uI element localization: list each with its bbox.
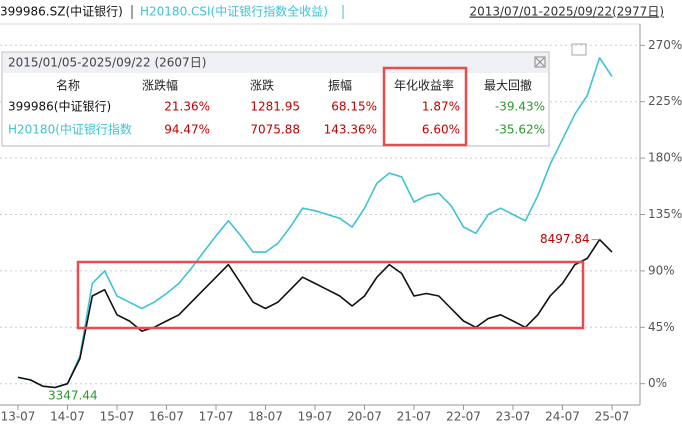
table-cell: 1.87% [422,100,460,114]
x-tick-label: 16-07 [149,410,184,424]
close-icon [535,57,545,67]
stats-title: 2015/01/05-2025/09/22 (2607日) [8,56,206,70]
window-icon[interactable] [571,43,587,56]
x-tick-label: 25-07 [595,410,630,424]
header-series-0: 399986.SZ(中证银行) [0,4,123,19]
x-tick-label: 19-07 [298,410,333,424]
header-series-1: H20180.CSI(中证银行指数全收益) [140,4,328,19]
column-highlight [382,66,468,147]
table-cell: -39.43% [495,100,545,114]
table-cell: 1281.95 [250,100,300,114]
x-tick-label: 22-07 [446,410,481,424]
x-tick-label: 14-07 [50,410,85,424]
column-header: 涨跌 [250,78,274,93]
x-tick-label: 24-07 [545,410,580,424]
column-header: 最大回撤 [484,78,532,93]
annotation: 8497.84 [540,232,590,246]
table-cell: 6.60% [422,123,460,137]
series-line [17,57,613,389]
table-cell: 21.36% [164,100,210,114]
highlight-box [76,260,585,330]
column-header: 名称 [56,78,80,93]
x-tick-label: 20-07 [347,410,382,424]
x-tick-label: 18-07 [248,410,283,424]
annotation: 3347.44 [48,389,98,403]
close-button[interactable] [534,56,546,68]
table-cell: 7075.88 [250,123,300,137]
table-cell: 94.47% [164,123,210,137]
column-header: 涨跌幅 [142,78,178,93]
column-header: 振幅 [328,78,352,93]
x-tick-label: 13-07 [1,410,36,424]
table-cell: 143.36% [324,123,377,137]
x-tick-label: 15-07 [100,410,135,424]
y-tick-label: 135% [648,207,682,221]
x-tick-label: 17-07 [199,410,234,424]
row-name: 399986(中证银行) [8,99,111,114]
column-header: 年化收益率 [394,78,454,93]
y-tick-label: 90% [648,263,675,277]
series-line [17,238,613,389]
y-tick-label: 0% [648,376,667,390]
x-tick-label: 21-07 [397,410,432,424]
x-tick-label: 23-07 [496,410,531,424]
y-tick-label: 45% [648,320,675,334]
table-cell: 68.15% [331,100,377,114]
row-name: H20180(中证银行指数 [8,122,132,137]
table-cell: -35.62% [495,123,545,137]
header-range: 2013/07/01-2025/09/22(2977日) [469,5,664,19]
y-tick-label: 180% [648,151,682,165]
y-tick-label: 225% [648,94,682,108]
y-tick-label: 270% [648,38,682,52]
